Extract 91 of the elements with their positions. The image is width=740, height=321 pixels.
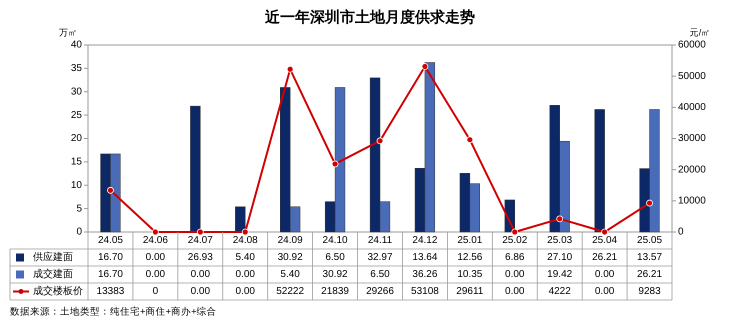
y2-tick-label: 60000 (678, 40, 706, 51)
y2-tick-label: 20000 (678, 164, 706, 176)
data-label: 21839 (321, 286, 350, 298)
point (556, 215, 564, 222)
y-tick-label: 20 (70, 133, 82, 144)
data-label: 12.56 (457, 252, 483, 264)
x-tick-label: 24.12 (412, 235, 438, 246)
data-label: 13.64 (412, 252, 438, 264)
y-tick-label: 30 (70, 86, 82, 98)
point (107, 186, 114, 194)
data-label: 0.00 (146, 252, 166, 264)
y-axis-title: 万㎡ (59, 27, 77, 38)
x-tick-label: 24.08 (232, 235, 258, 246)
x-tick-label: 25.02 (502, 235, 528, 246)
x-tick-label: 25.03 (547, 235, 573, 246)
x-tick-label: 24.09 (278, 235, 304, 246)
data-label: 30.92 (322, 269, 348, 280)
data-label: 16.70 (98, 252, 124, 264)
data-label: 19.42 (547, 269, 573, 280)
data-label: 29611 (456, 286, 484, 298)
x-tick-label: 25.01 (457, 235, 483, 246)
point (646, 200, 653, 206)
x-tick-label: 24.06 (142, 235, 168, 246)
y2-tick-label: 0 (678, 226, 684, 238)
data-label: 5.40 (235, 252, 256, 264)
point (286, 66, 294, 73)
y-tick-label: 0 (76, 226, 82, 238)
point (466, 136, 474, 144)
point (601, 228, 608, 236)
point (196, 228, 204, 236)
y2-tick-label: 10000 (678, 195, 706, 206)
y2-tick-label: 50000 (678, 70, 706, 82)
x-tick-label: 24.05 (98, 235, 124, 246)
y-tick-label: 40 (70, 40, 82, 51)
data-label: 0.00 (190, 269, 210, 280)
point (242, 228, 249, 236)
data-label: 26.93 (188, 252, 214, 264)
data-label: 6.50 (370, 269, 390, 280)
bar (235, 206, 246, 232)
data-label: 52222 (276, 286, 304, 298)
y-tick-label: 10 (70, 180, 82, 191)
bar (190, 106, 201, 232)
point (422, 63, 428, 70)
bar (594, 109, 605, 232)
data-label: 0.00 (235, 269, 256, 280)
legend-label: 供应建面 (33, 251, 73, 264)
y-tick-label: 15 (70, 156, 82, 168)
data-label: 9283 (638, 286, 662, 298)
data-label: 30.92 (278, 252, 304, 264)
data-label: 26.21 (592, 252, 618, 264)
legend-label: 成交建面 (33, 268, 73, 280)
data-label: 0.00 (594, 286, 615, 298)
data-label: 32.97 (367, 252, 393, 264)
data-label: 16.70 (98, 269, 124, 280)
data-label: 10.35 (457, 269, 483, 280)
x-tick-label: 24.11 (368, 235, 393, 246)
data-label: 0.00 (146, 269, 166, 280)
data-label: 0.00 (505, 286, 525, 298)
data-label: 0.00 (235, 286, 256, 298)
data-label: 4222 (548, 286, 572, 298)
data-label: 26.21 (637, 269, 662, 280)
point (376, 137, 384, 144)
legend-label: 成交楼板价 (33, 285, 83, 298)
data-label: 0.00 (594, 269, 615, 280)
data-label: 6.50 (325, 252, 346, 264)
y-tick-label: 5 (76, 203, 82, 214)
x-tick-label: 25.05 (637, 235, 662, 246)
y-tick-label: 35 (70, 63, 82, 74)
data-label: 36.26 (412, 269, 438, 280)
y-tick-label: 25 (70, 110, 82, 121)
x-tick-label: 25.04 (592, 235, 618, 246)
point (511, 228, 518, 236)
x-tick-label: 24.07 (188, 235, 214, 246)
data-label: 13.57 (637, 252, 662, 264)
data-label: 13383 (96, 286, 125, 298)
y2-tick-label: 40000 (678, 102, 706, 113)
data-label: 27.10 (547, 252, 573, 264)
data-label: 6.86 (505, 252, 525, 264)
x-tick-label: 24.10 (322, 235, 348, 246)
y2-tick-label: 30000 (678, 133, 706, 144)
chart-title: 近一年深圳市土地月度供求走势 (264, 8, 475, 26)
point (332, 160, 338, 168)
data-label: 0 (152, 286, 159, 298)
y2-axis-title: 元/㎡ (690, 27, 710, 38)
data-label: 29266 (366, 286, 394, 298)
data-label: 0.00 (505, 269, 525, 280)
data-label: 0.00 (190, 286, 210, 298)
source-note: 数据来源：土地类型：纯住宅+商住+商办+综合 (10, 306, 217, 318)
data-label: 5.40 (280, 269, 300, 280)
point (152, 228, 159, 236)
data-label: 53108 (411, 286, 440, 298)
